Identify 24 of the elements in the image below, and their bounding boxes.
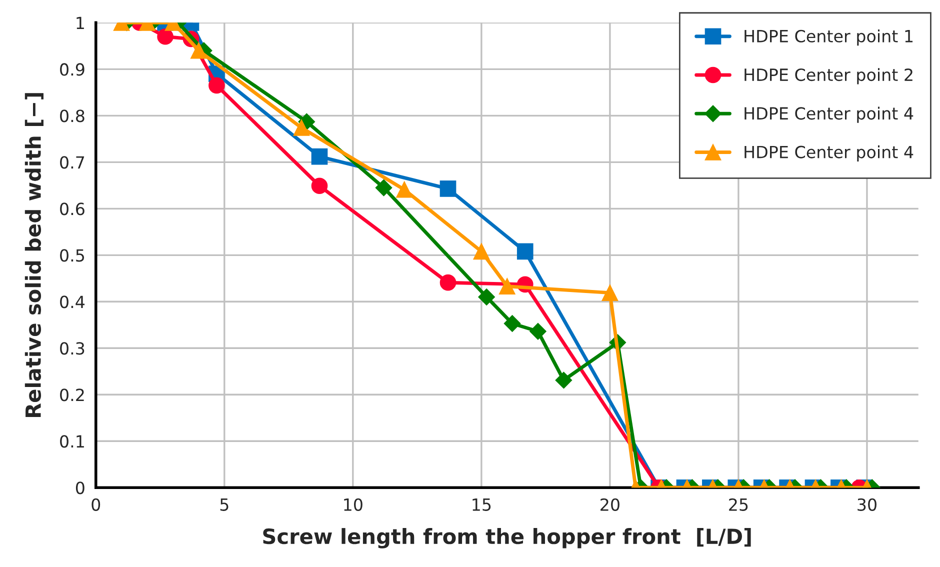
x-tick-label: 30	[858, 498, 876, 511]
y-tick-label: 0.5	[60, 249, 84, 262]
x-tick-label: 5	[220, 498, 228, 511]
legend-label: HDPE Center point 2	[744, 68, 912, 84]
x-tick-label: 0	[92, 498, 100, 511]
y-tick-label: 0	[76, 482, 84, 494]
x-axis-title: Screw length from the hopper front [L/D]	[263, 528, 751, 548]
y-tick-label: 1	[76, 16, 84, 30]
y-tick-label: 0.9	[60, 63, 84, 76]
y-tick-label: 0.4	[60, 296, 85, 308]
y-tick-label: 0.8	[60, 110, 84, 122]
y-tick-label: 0.2	[60, 388, 84, 402]
y-tick-label: 0.3	[60, 342, 84, 355]
x-tick-label: 25	[729, 498, 748, 511]
legend-label: HDPE Center point 1	[744, 30, 913, 46]
x-tick-label: 20	[600, 498, 620, 511]
legend-label: HDPE Center point 4	[744, 106, 914, 123]
y-tick-label: 0.6	[60, 202, 84, 216]
x-tick-label: 15	[472, 498, 491, 511]
x-tick-label: 10	[344, 498, 362, 511]
y-axis-title: Relative solid bed wdith [−]	[24, 93, 44, 418]
legend-label: HDPE Center point 4	[744, 145, 914, 162]
y-tick-label: 0.7	[60, 156, 84, 169]
y-tick-label: 0.1	[60, 435, 84, 448]
